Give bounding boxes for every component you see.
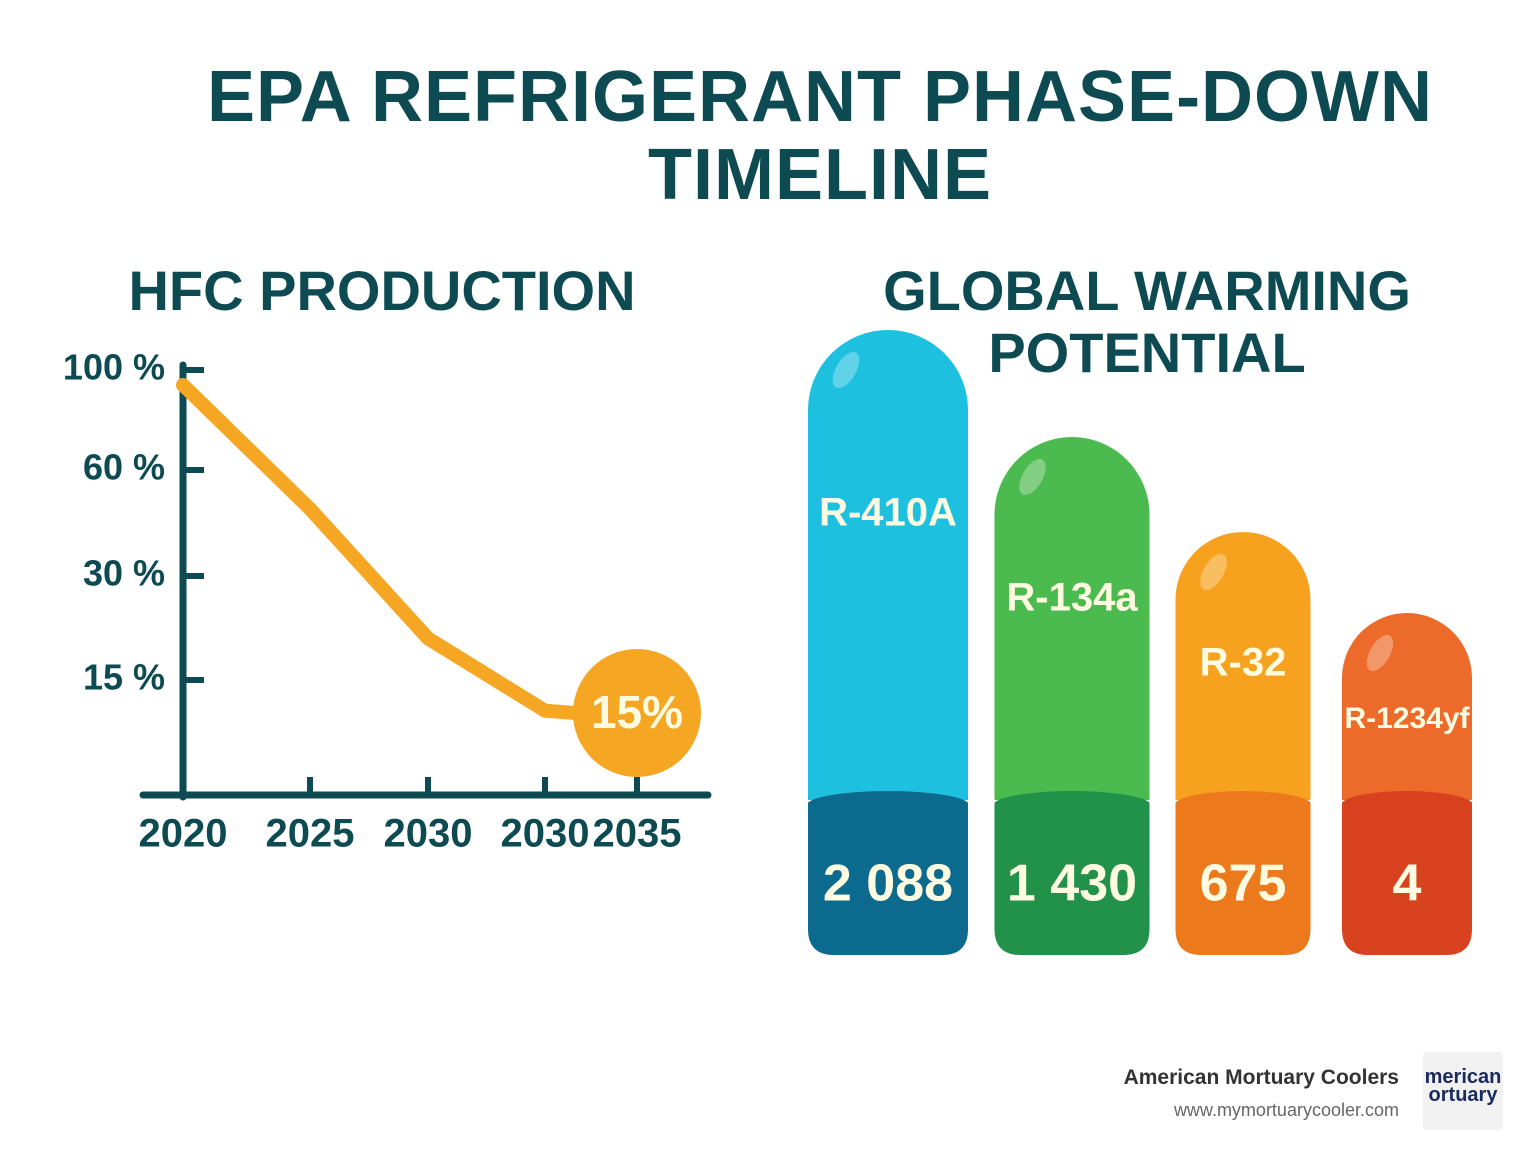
bar-label: R-134a [1006, 576, 1138, 620]
x-tick-label: 2030 [501, 812, 590, 856]
bar-label: R-410A [819, 491, 957, 535]
capsule-base [1175, 805, 1311, 955]
capsule-base [808, 805, 968, 955]
bar-label: R-32 [1200, 641, 1287, 685]
x-tick-label: 2025 [266, 812, 355, 856]
charts: HFC PRODUCTION 100 % 60 % 30 % 15 % 2020 2025 2… [63, 259, 1472, 955]
value-label: 4 [1393, 855, 1422, 913]
logo: merican ortuary [1423, 1052, 1503, 1130]
y-tick-label: 100 % [63, 347, 165, 388]
highlight [1019, 458, 1046, 496]
capsule [1175, 532, 1311, 955]
y-tick-label: 60 % [83, 447, 165, 488]
x-tick-label: 2020 [139, 812, 228, 856]
capsule-top [1342, 613, 1472, 800]
chart-title: GLOBAL WARMING POTENTIAL [883, 259, 1411, 384]
chart-title: HFC PRODUCTION [128, 259, 635, 322]
footer-url: www.mymortuarycooler.com [1173, 1100, 1399, 1120]
line [176, 378, 552, 718]
x-tick-label: 2030 [384, 812, 473, 856]
logo-line: ortuary [1428, 1084, 1498, 1106]
value-label: 675 [1200, 855, 1287, 913]
highlight [832, 351, 860, 389]
capsule-base [1342, 805, 1472, 955]
annotation: 15% [591, 686, 683, 738]
highlight [1200, 553, 1227, 591]
x-tick-label: 2035 [593, 812, 682, 856]
y-tick-label: 30 % [83, 553, 165, 594]
capsule-top [994, 437, 1150, 800]
capsule-base [994, 805, 1150, 955]
main-title: EPA REFRIGERANT PHASE-DOWN TIMELINE [206, 57, 1434, 215]
capsule [994, 437, 1150, 955]
capsule-top [1175, 532, 1311, 800]
y-tick-label: 15 % [83, 657, 165, 698]
value-label: 1 430 [1007, 855, 1137, 913]
capsule-top [808, 330, 968, 800]
capsule [1342, 613, 1472, 955]
highlight [1366, 634, 1394, 672]
annotation-circle [573, 649, 701, 777]
footer-name: American Mortuary Coolers [1123, 1066, 1399, 1089]
capsule [808, 330, 968, 955]
bar-label: R-1234yf [1344, 702, 1470, 735]
logo-line: merican [1424, 1066, 1502, 1088]
value-label: 2 088 [823, 855, 953, 913]
